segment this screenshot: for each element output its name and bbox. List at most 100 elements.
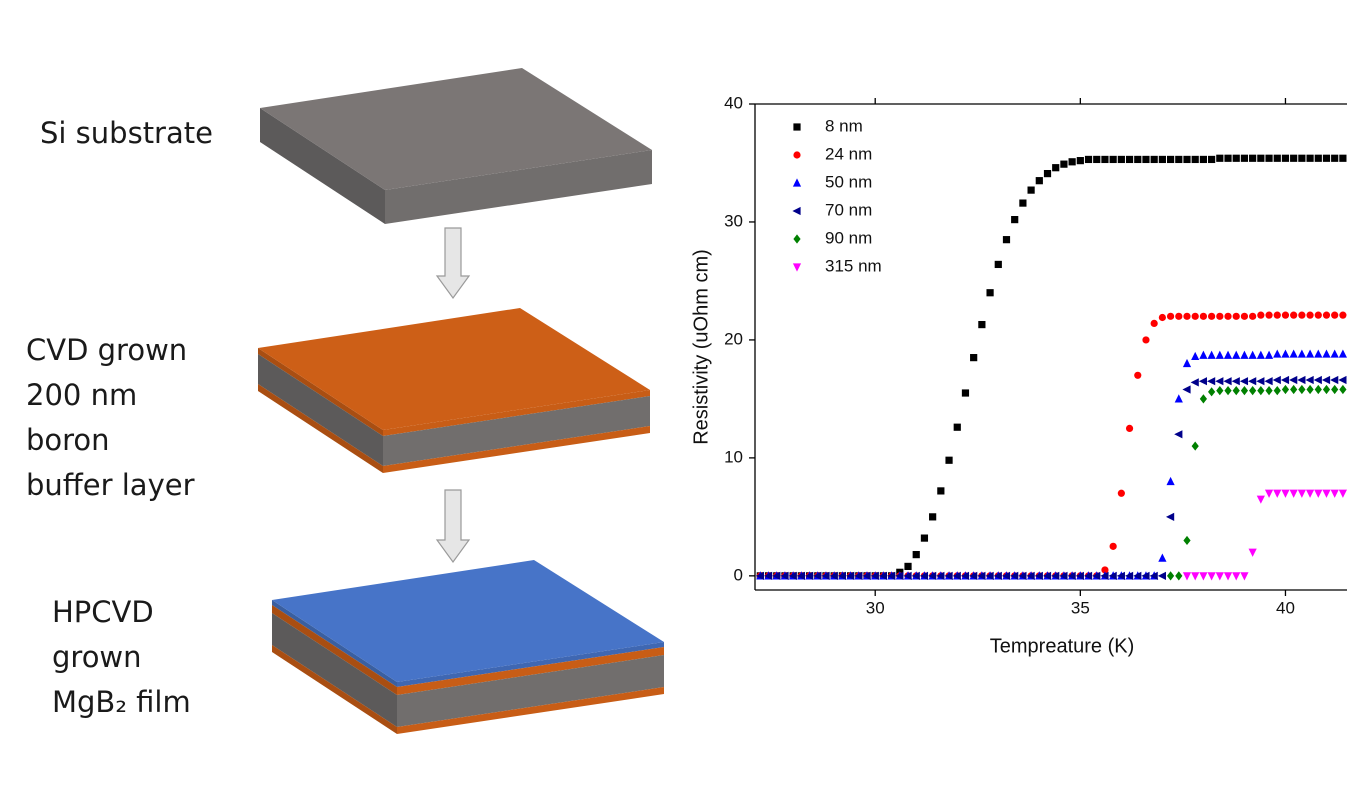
legend-marker [793,263,801,271]
data-point [1331,490,1339,498]
data-point [1224,313,1231,320]
data-point [1305,376,1313,384]
data-point [986,289,993,296]
data-point [1192,441,1199,450]
data-point [1126,425,1133,432]
data-point [1028,187,1035,194]
data-point [1134,372,1141,379]
data-point [1126,156,1133,163]
data-point [1224,155,1231,162]
data-point [1011,216,1018,223]
data-point [1290,349,1298,357]
data-point [1175,394,1183,402]
data-point [1216,155,1223,162]
data-point [1060,161,1067,168]
data-point [945,457,952,464]
legend-label: 50 nm [825,172,872,191]
legend-marker [792,207,800,215]
data-point [1200,156,1207,163]
data-point [1339,312,1346,319]
data-point [1265,386,1272,395]
data-point [1233,155,1240,162]
data-point [1069,158,1076,165]
data-point [1216,313,1223,320]
data-point [1298,312,1305,319]
data-point [1233,386,1240,395]
data-point [1290,385,1297,394]
data-point [954,424,961,431]
data-point [1298,385,1305,394]
data-point [1208,387,1215,396]
data-point [978,321,985,328]
data-point [1339,385,1346,394]
data-point [1298,155,1305,162]
data-point [1339,155,1346,162]
data-point [1248,377,1256,385]
figure: Si substrateCVD grown200 nmboronbuffer l… [0,0,1347,792]
data-point [1223,377,1231,385]
data-point [1224,386,1231,395]
data-point [1199,377,1207,385]
data-point [1249,351,1257,359]
data-point [1167,313,1174,320]
data-point [1182,385,1190,393]
data-point [1265,351,1273,359]
data-point [1224,572,1232,580]
data-point [1118,490,1125,497]
data-point [1192,313,1199,320]
data-point [921,534,928,541]
data-point [1208,156,1215,163]
data-point [962,389,969,396]
data-point [1167,571,1174,580]
data-point [1052,164,1059,171]
data-point [995,261,1002,268]
legend-label: 8 nm [825,116,863,135]
data-point [1257,155,1264,162]
data-point [1323,312,1330,319]
data-point [1183,156,1190,163]
x-tick-label: 35 [1071,598,1090,617]
data-point [1166,477,1174,485]
data-point [1118,156,1125,163]
y-tick-label: 40 [724,93,743,112]
data-point [1274,312,1281,319]
data-point [1085,156,1092,163]
data-point [1093,156,1100,163]
x-axis-title: Tempreature (K) [990,635,1135,657]
data-point [1306,490,1314,498]
data-point [1175,571,1182,580]
data-point [1298,349,1306,357]
data-point [929,513,936,520]
data-point [1264,377,1272,385]
x-tick-label: 30 [866,598,885,617]
data-point [1142,336,1149,343]
data-point [1282,312,1289,319]
data-point [1331,349,1339,357]
data-point [1199,572,1207,580]
data-point [1281,376,1289,384]
data-point [1166,513,1174,521]
data-point [1110,543,1117,550]
data-point [1208,572,1216,580]
data-point [1216,572,1224,580]
data-point [1322,349,1330,357]
data-point [1192,156,1199,163]
data-point [1044,170,1051,177]
y-tick-label: 20 [724,329,743,348]
data-point [1298,490,1306,498]
data-point [1142,156,1149,163]
data-point [1200,394,1207,403]
data-point [1240,572,1248,580]
data-point [1183,572,1191,580]
data-point [1208,313,1215,320]
data-point [1282,385,1289,394]
data-point [1315,385,1322,394]
data-point [1265,490,1273,498]
data-point [1257,351,1265,359]
data-point [1314,376,1322,384]
data-point [970,354,977,361]
data-point [1290,490,1298,498]
data-point [1322,376,1330,384]
data-point [1306,312,1313,319]
data-point [1274,155,1281,162]
